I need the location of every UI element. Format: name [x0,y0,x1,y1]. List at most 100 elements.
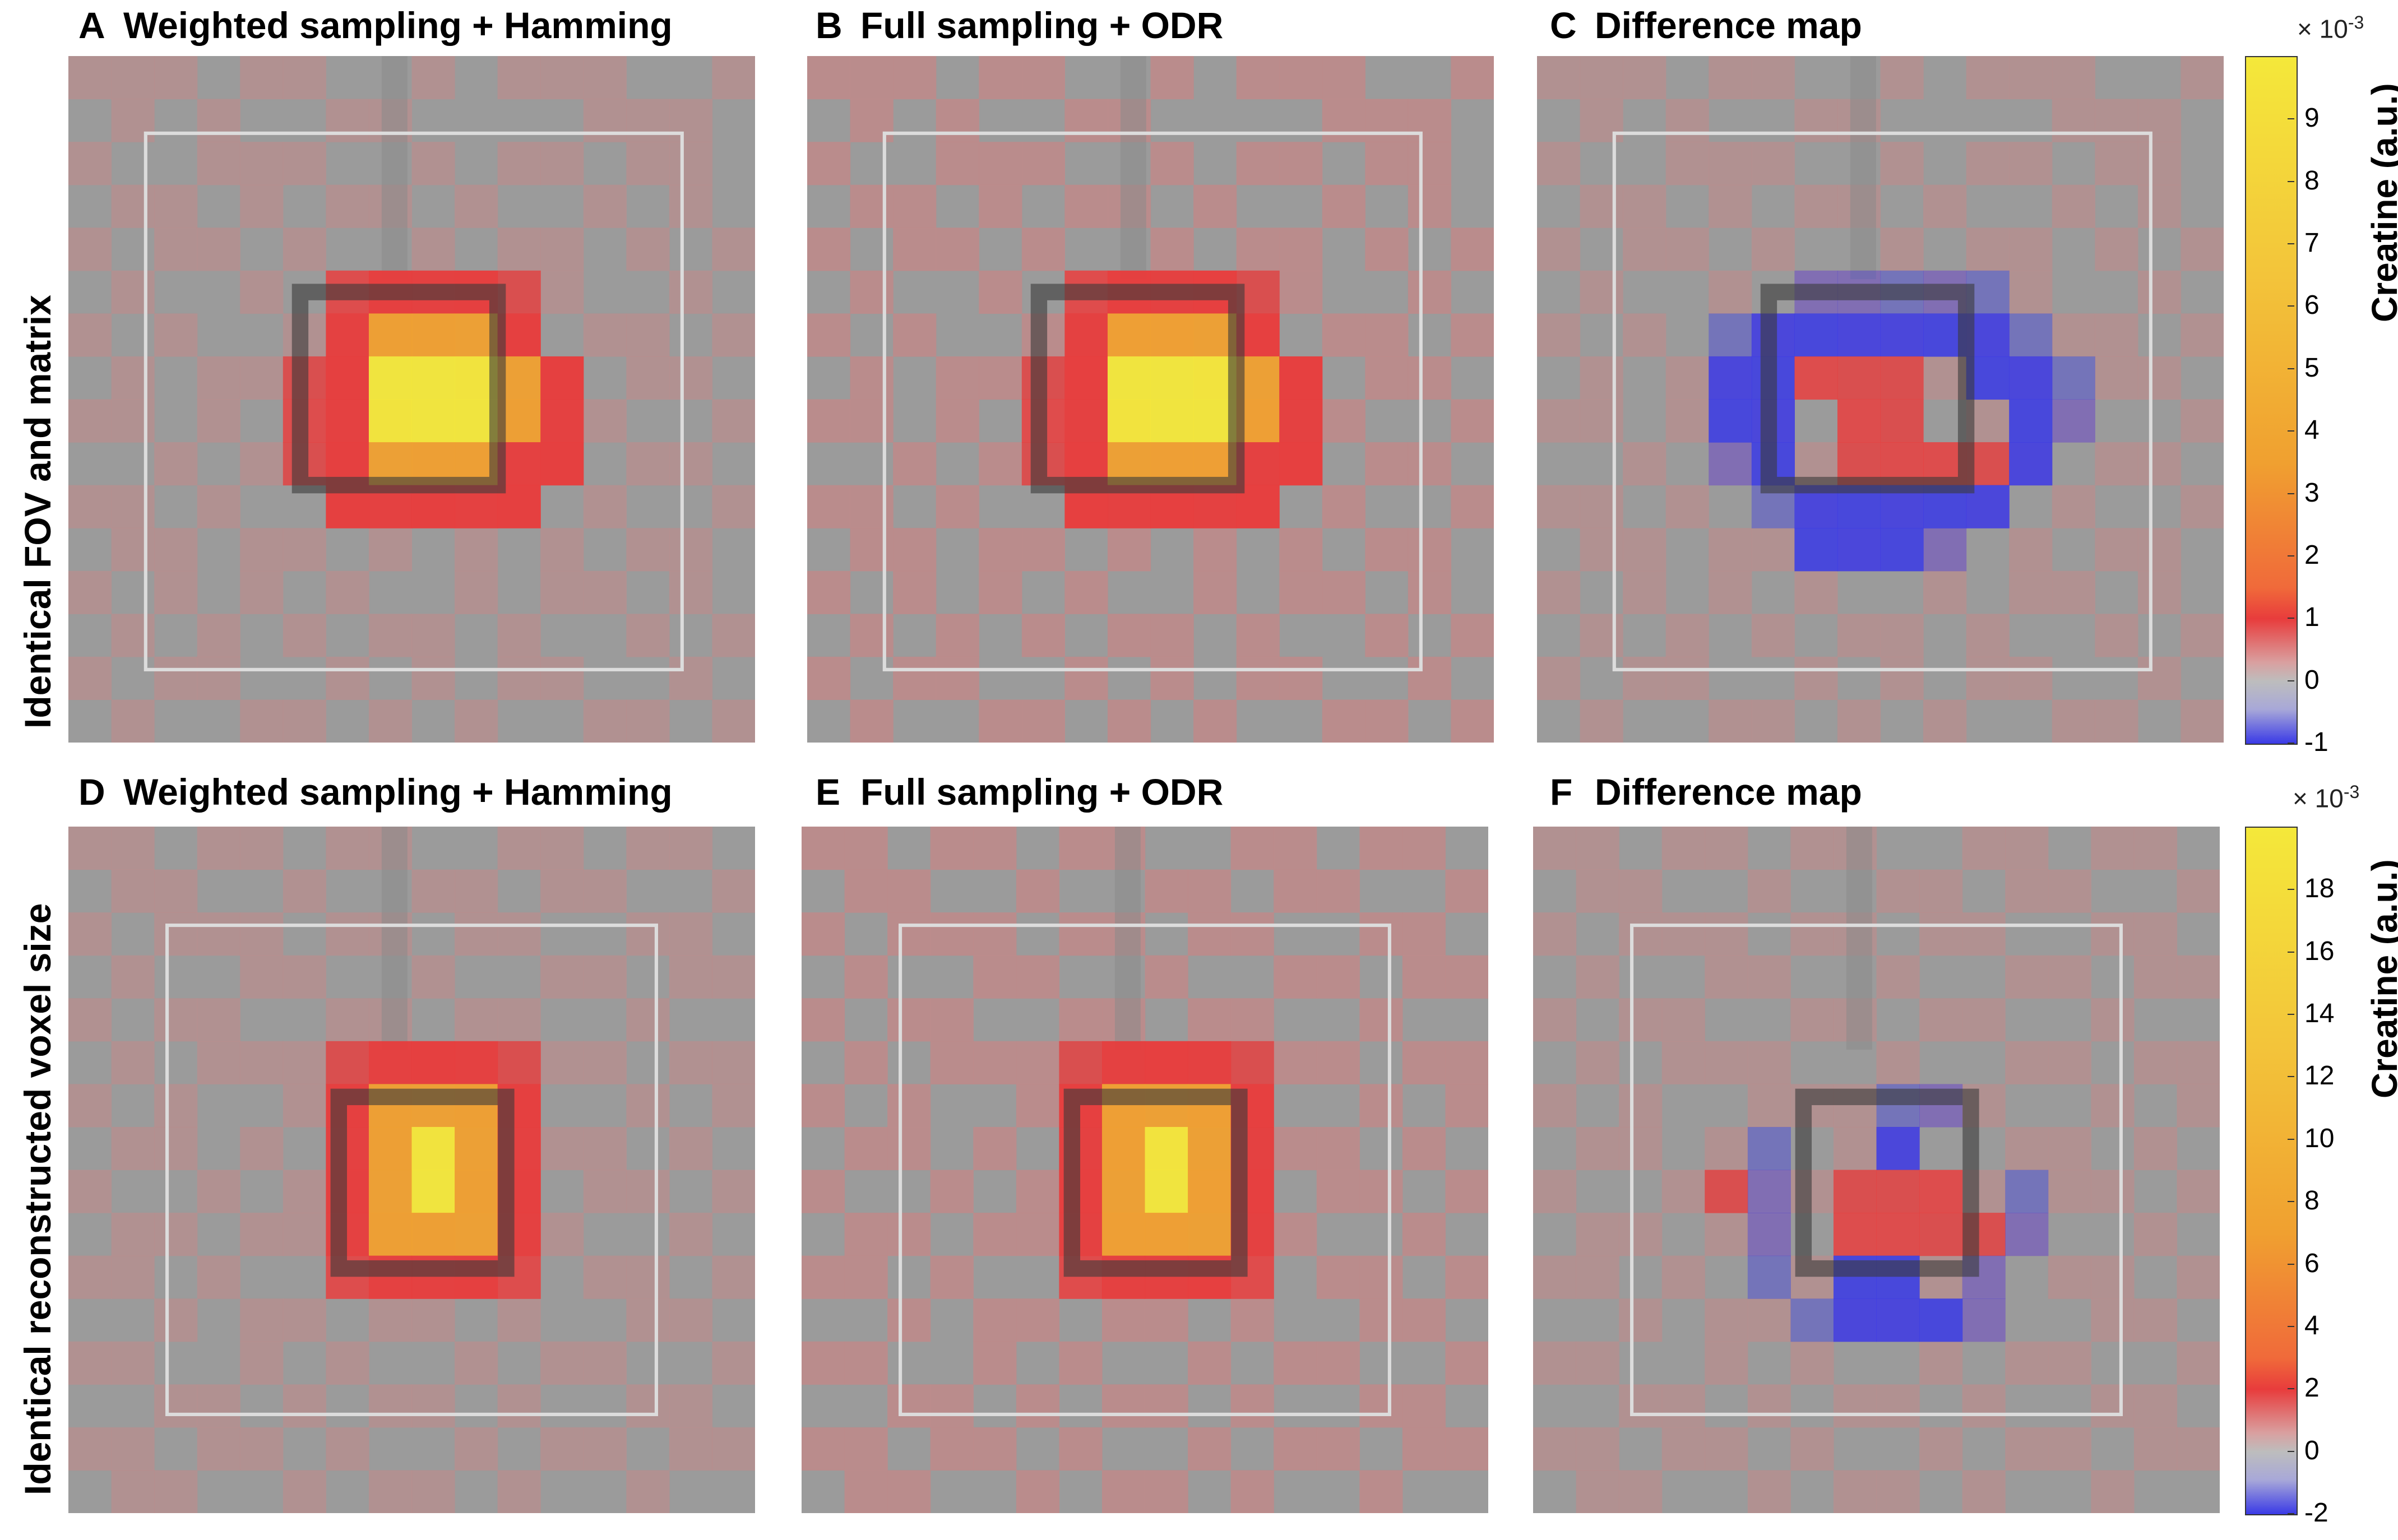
signal-voxel [1279,442,1323,486]
background-voxel [2181,399,2224,443]
background-voxel [669,528,713,572]
background-voxel [1705,1126,1748,1171]
background-voxel [802,998,845,1042]
background-voxel [2052,699,2095,743]
background-voxel [497,1384,541,1428]
background-voxel [240,570,284,614]
background-voxel [1230,1470,1274,1513]
background-voxel [1833,1470,1877,1513]
background-voxel [1365,313,1409,357]
background-voxel [455,699,498,743]
background-voxel [497,1470,541,1513]
background-voxel [240,912,284,956]
background-voxel [712,1041,755,1084]
background-voxel [2133,1213,2178,1256]
background-voxel [2133,827,2178,870]
background-voxel [540,955,584,999]
panel-d-image [68,827,755,1513]
background-voxel [850,485,894,528]
background-voxel [1193,184,1237,228]
colorbar-bottom-exponent-power: -3 [2343,782,2360,802]
background-voxel [626,1255,670,1299]
difference-voxel [1837,528,1881,572]
background-voxel [712,1084,755,1128]
difference-voxel [2005,1170,2049,1213]
background-voxel [2048,1427,2091,1471]
background-voxel [1445,1255,1488,1299]
background-voxel [1016,1470,1059,1513]
background-voxel [240,356,284,400]
tube-stripe [1846,827,1872,1050]
background-voxel [154,570,198,614]
background-voxel [1794,184,1838,228]
background-voxel [1274,1126,1317,1171]
background-voxel [1747,1470,1791,1513]
colorbar-top-tick: 6 [2304,290,2320,321]
background-voxel [1059,1427,1103,1471]
background-voxel [1533,1255,1577,1299]
background-voxel [1665,142,1709,185]
background-voxel [712,56,755,100]
background-voxel [111,955,155,999]
vial-outline [330,1088,515,1277]
background-voxel [68,998,112,1042]
background-voxel [893,656,937,701]
background-voxel [283,1470,326,1513]
voxel-map [68,827,755,1513]
background-voxel [1876,869,1920,913]
background-voxel [1059,998,1103,1042]
background-voxel [850,184,894,228]
background-voxel [807,656,851,701]
background-voxel [68,1427,112,1471]
background-voxel [1145,869,1188,913]
background-voxel [669,955,713,999]
background-voxel [1537,399,1581,443]
background-voxel [887,1213,931,1256]
background-voxel [1747,1084,1791,1128]
background-voxel [111,528,155,572]
background-voxel [455,184,498,228]
background-voxel [1705,912,1748,956]
background-voxel [844,827,888,870]
background-voxel [844,1126,888,1171]
background-voxel [540,1341,584,1385]
signal-voxel [326,1041,369,1084]
background-voxel [712,1341,755,1385]
background-voxel [2137,656,2182,701]
background-voxel [283,142,326,185]
background-voxel [1790,1341,1834,1385]
background-voxel [669,356,713,400]
background-voxel [111,1213,155,1256]
vial-outline [1030,284,1245,494]
colorbar-bottom-tick-mark [2288,951,2294,953]
background-voxel [1451,313,1494,357]
background-voxel [712,1427,755,1471]
background-voxel [1408,570,1452,614]
background-voxel [1322,399,1365,443]
background-voxel [1359,998,1403,1042]
background-voxel [2005,827,2049,870]
background-voxel [1966,614,2010,657]
background-voxel [2005,1427,2049,1471]
background-voxel [669,1213,713,1256]
background-voxel [1623,442,1666,486]
background-voxel [1580,528,1623,572]
background-voxel [1576,1041,1619,1084]
background-voxel [1365,228,1409,271]
background-voxel [887,1384,931,1428]
background-voxel [930,1255,974,1299]
background-voxel [111,99,155,142]
background-voxel [802,1255,845,1299]
roi-outline [143,131,684,671]
background-voxel [1580,270,1623,314]
background-voxel [887,1126,931,1171]
difference-voxel [1833,1170,1877,1213]
voxel-map [802,827,1488,1513]
background-voxel [2091,1255,2135,1299]
background-voxel [1533,1170,1577,1213]
background-voxel [802,912,845,956]
background-voxel [2095,614,2138,657]
background-voxel [1880,614,1924,657]
background-voxel [1580,485,1623,528]
background-voxel [893,313,937,357]
